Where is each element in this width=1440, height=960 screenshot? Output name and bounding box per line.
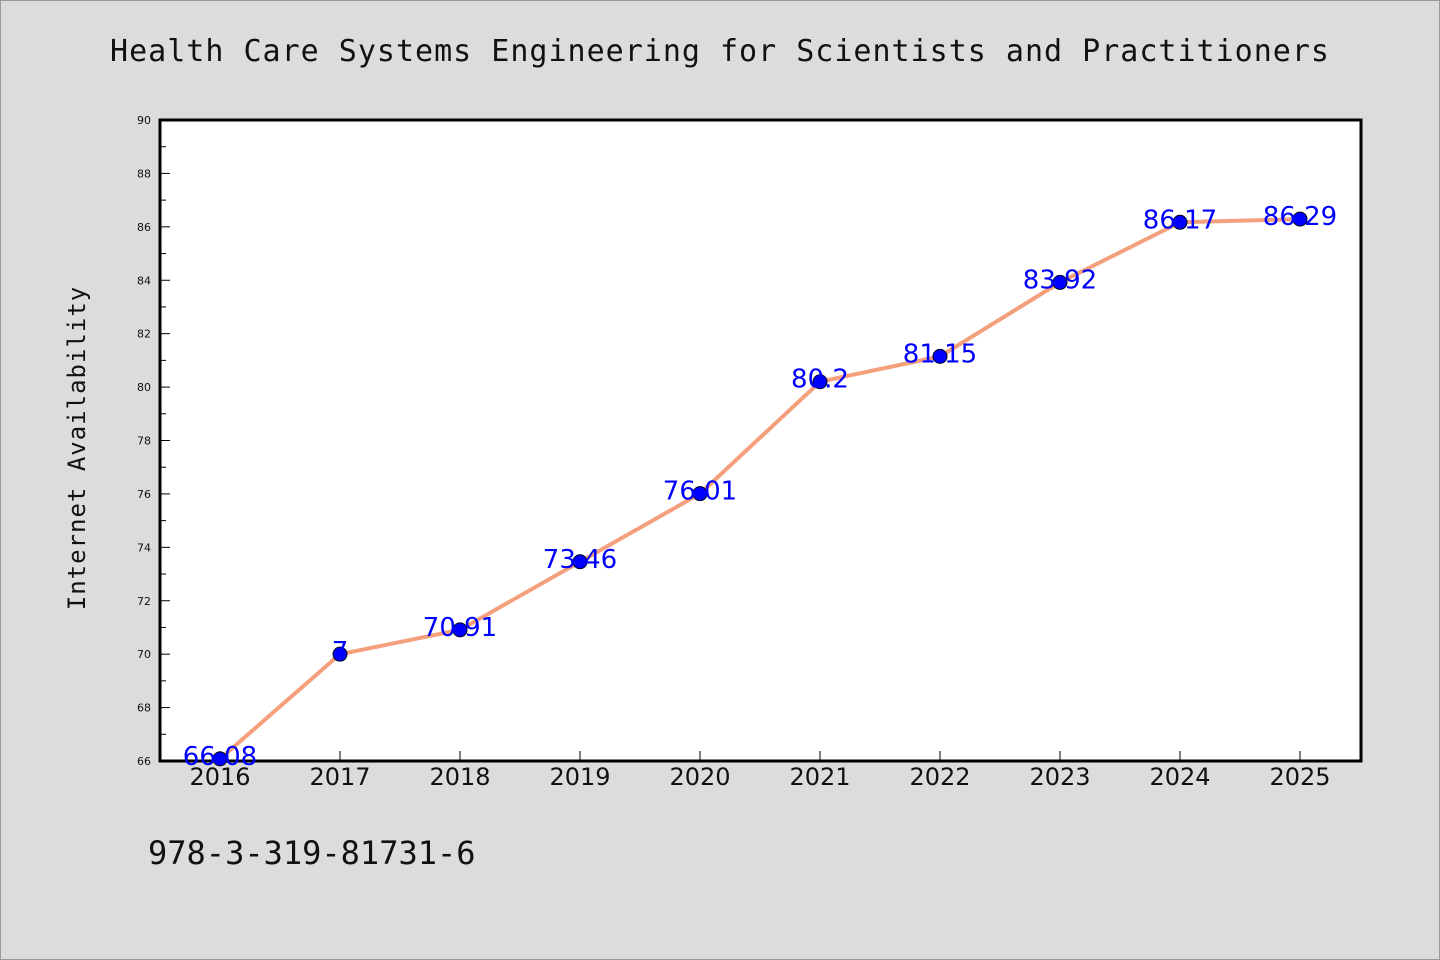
y-tick-label: 84	[137, 274, 151, 287]
data-point	[1052, 274, 1068, 290]
y-tick-label: 76	[137, 488, 151, 501]
chart-title: Health Care Systems Engineering for Scie…	[110, 34, 1330, 69]
data-point	[452, 622, 468, 638]
data-label: 83.92	[1023, 265, 1097, 295]
y-tick-label: 78	[137, 435, 151, 448]
y-tick-label: 72	[137, 595, 151, 608]
data-point	[1172, 214, 1188, 230]
data-point	[332, 646, 348, 662]
x-tick-label: 2020	[669, 763, 730, 791]
data-label: 81.15	[903, 339, 977, 369]
data-label: 76.01	[663, 477, 737, 507]
y-tick-label: 90	[137, 114, 151, 127]
x-tick-label: 2024	[1149, 763, 1210, 791]
data-label: 70.91	[423, 613, 497, 643]
data-point	[572, 554, 588, 570]
data-point	[212, 751, 228, 767]
y-tick-label: 68	[137, 702, 151, 715]
data-label: 73.46	[543, 545, 617, 575]
data-label: 86.17	[1143, 205, 1217, 235]
data-label: 80.2	[791, 365, 849, 395]
y-tick-label: 66	[137, 755, 151, 768]
y-tick-label: 88	[137, 167, 151, 180]
y-tick-label: 70	[137, 648, 151, 661]
y-tick-label: 82	[137, 328, 151, 341]
x-tick-label: 2018	[429, 763, 490, 791]
data-point	[812, 374, 828, 390]
y-tick-label: 86	[137, 221, 151, 234]
series-line	[218, 217, 1301, 761]
y-axis: 66 68 70 72 74 76 78 80 82 84 86 88 90	[137, 114, 170, 768]
x-axis: 2016 2017 2018 2019 2020 2021 2022 2023 2024 2025	[189, 751, 1331, 791]
x-tick-label: 2025	[1269, 763, 1330, 791]
data-label: 86.29	[1263, 202, 1337, 232]
isbn-text: 978-3-319-81731-6	[148, 834, 476, 872]
y-axis-title: Internet Availability	[63, 286, 91, 610]
series-internet-availability: 66.08 7 70.91 73.46 76.01 80.2 81.15 83.92 86.17…	[183, 202, 1337, 772]
x-tick-label: 2021	[789, 763, 850, 791]
data-point	[692, 486, 708, 502]
data-label: 7	[332, 637, 349, 667]
data-point	[1292, 211, 1308, 227]
y-tick-label: 74	[137, 541, 151, 554]
y-tick-label: 80	[137, 381, 151, 394]
data-label: 66.08	[183, 742, 257, 772]
x-tick-label: 2017	[309, 763, 370, 791]
x-tick-label: 2023	[1029, 763, 1090, 791]
plot-area	[158, 118, 1363, 763]
x-tick-label: 2019	[549, 763, 610, 791]
data-point	[932, 348, 948, 364]
x-tick-label: 2016	[189, 763, 250, 791]
x-tick-label: 2022	[909, 763, 970, 791]
